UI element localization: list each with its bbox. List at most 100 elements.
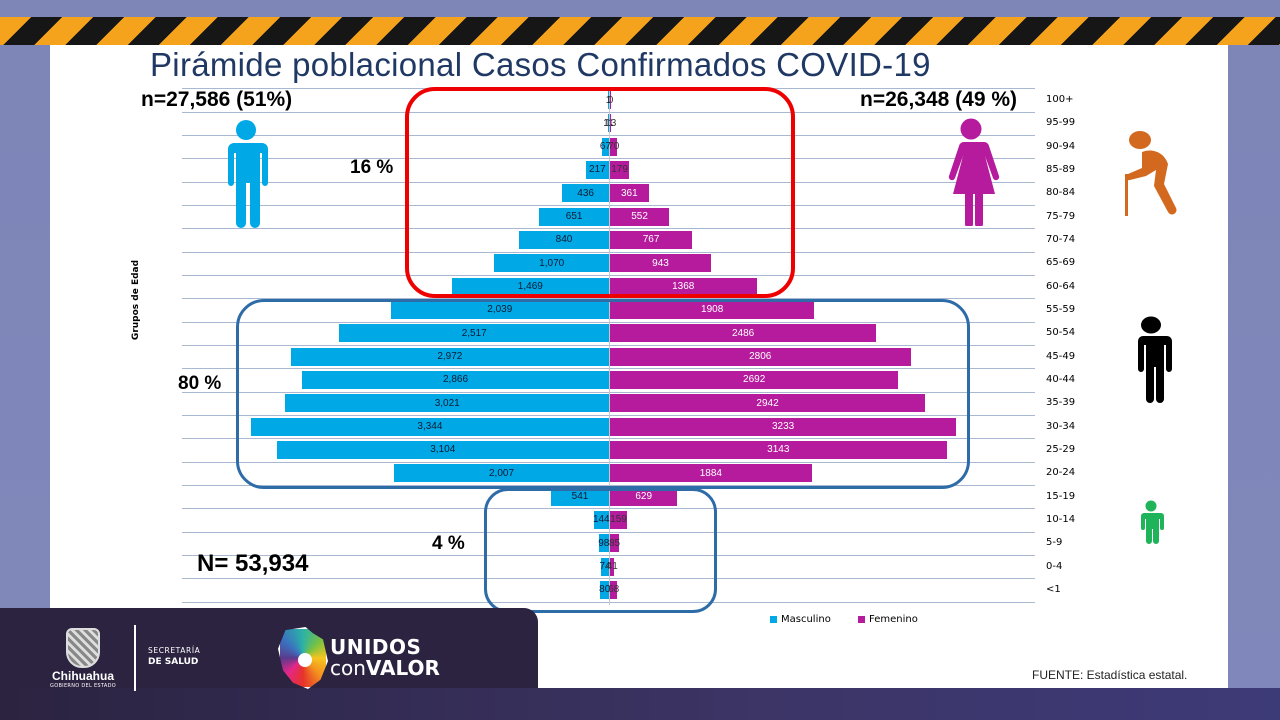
legend-item-female: Femenino xyxy=(858,614,918,625)
bar-female-40-44: 2692 xyxy=(610,370,899,389)
legend-item-male: Masculino xyxy=(770,614,831,625)
campaign-con: con xyxy=(330,656,366,680)
bar-male-65-69: 1,070 xyxy=(494,254,609,273)
bar-male-75-79: 651 xyxy=(539,207,609,226)
bar-male-80-84: 436 xyxy=(562,184,609,203)
gridline xyxy=(182,508,1035,509)
elderly-percent-label: 16 % xyxy=(350,157,394,178)
gridline xyxy=(182,275,1035,276)
age-label: 70-74 xyxy=(1046,233,1076,245)
gridline xyxy=(182,228,1035,229)
bar-male-60-64: 1,469 xyxy=(451,277,609,296)
bar-male-25-29: 3,104 xyxy=(276,440,609,459)
gridline xyxy=(182,415,1035,416)
bar-male-55-59: 2,039 xyxy=(390,300,609,319)
bar-male-<1: 80 xyxy=(599,580,610,599)
center-axis xyxy=(609,90,610,605)
bar-male-0-4: 74 xyxy=(599,557,611,576)
gridline xyxy=(182,182,1035,183)
gridline xyxy=(182,578,1035,579)
gridline xyxy=(182,345,1035,346)
woman-icon xyxy=(948,118,1000,226)
source-note: FUENTE: Estadística estatal. xyxy=(1032,668,1188,682)
legend-swatch-female xyxy=(858,616,865,623)
gridline xyxy=(182,532,1035,533)
bar-male-40-44: 2,866 xyxy=(302,370,609,389)
dept-line-1: SECRETARÍA xyxy=(148,646,201,655)
gridline xyxy=(182,322,1035,323)
male-count-label: n=27,586 (51%) xyxy=(141,88,293,111)
bar-male-20-24: 2,007 xyxy=(394,464,609,483)
gridline xyxy=(182,602,1035,603)
age-label: 65-69 xyxy=(1046,257,1076,269)
bar-male-5-9: 98 xyxy=(598,534,609,553)
bar-female-35-39: 2942 xyxy=(610,394,926,413)
child-icon xyxy=(1141,500,1164,544)
state-subtitle: GOBIERNO DEL ESTADO xyxy=(50,683,116,689)
legend-label-male: Masculino xyxy=(781,614,831,625)
young-percent-label: 4 % xyxy=(432,533,465,554)
gridline xyxy=(182,298,1035,299)
adult-percent-label: 80 % xyxy=(178,373,222,394)
bar-female-20-24: 1884 xyxy=(610,464,812,483)
bar-female-10-14: 159 xyxy=(610,510,628,529)
bar-female-<1: 68 xyxy=(608,580,619,599)
gridline xyxy=(182,252,1035,253)
age-label: 45-49 xyxy=(1046,350,1076,362)
gridline xyxy=(182,368,1035,369)
age-label: 60-64 xyxy=(1046,280,1076,292)
age-label: 100+ xyxy=(1046,94,1074,105)
bar-male-45-49: 2,972 xyxy=(290,347,609,366)
campaign-logo-text: UNIDOS conVALOR xyxy=(330,637,440,678)
bar-female-80-84: 361 xyxy=(610,184,649,203)
man-icon xyxy=(228,120,268,228)
age-label: 35-39 xyxy=(1046,397,1076,409)
chart-title: Pirámide poblacional Casos Confirmados C… xyxy=(150,46,931,83)
age-label: 25-29 xyxy=(1046,443,1076,455)
age-label: 20-24 xyxy=(1046,467,1076,479)
bar-male-90-94: 67 xyxy=(600,137,611,156)
health-secretariat-logo: SECRETARÍA DE SALUD xyxy=(148,646,200,667)
bar-female-95-99: 13 xyxy=(605,114,616,133)
bar-female-45-49: 2806 xyxy=(610,347,911,366)
age-label: 15-19 xyxy=(1046,490,1076,502)
state-shield-icon xyxy=(66,628,100,668)
bar-male-70-74: 840 xyxy=(519,230,609,249)
gridline xyxy=(182,392,1035,393)
age-label: 5-9 xyxy=(1046,537,1063,549)
legend-label-female: Femenino xyxy=(869,614,918,625)
adult-highlight-box xyxy=(236,299,970,489)
dept-line-2: DE SALUD xyxy=(148,657,199,667)
gridline xyxy=(182,485,1035,486)
gridline xyxy=(182,462,1035,463)
bar-male-10-14: 144 xyxy=(593,510,610,529)
hazard-stripe-banner xyxy=(0,17,1280,45)
bar-female-85-89: 179 xyxy=(610,160,630,179)
bar-female-50-54: 2486 xyxy=(610,324,877,343)
age-label: 50-54 xyxy=(1046,327,1076,339)
bar-male-30-34: 3,344 xyxy=(250,417,609,436)
age-label: 55-59 xyxy=(1046,303,1076,315)
gridline xyxy=(182,438,1035,439)
chihuahua-government-logo: Chihuahua GOBIERNO DEL ESTADO xyxy=(48,628,118,689)
bar-female-55-59: 1908 xyxy=(610,300,815,319)
state-name: Chihuahua xyxy=(52,669,114,683)
bar-male-35-39: 3,021 xyxy=(285,394,609,413)
bar-female-25-29: 3143 xyxy=(610,440,947,459)
bar-female-70-74: 767 xyxy=(610,230,693,249)
age-label: 0-4 xyxy=(1046,560,1063,572)
bar-female-100+: 0 xyxy=(608,91,613,109)
campaign-line-1: UNIDOS xyxy=(330,635,422,659)
bar-female-30-34: 3233 xyxy=(610,417,957,436)
elderly-highlight-box xyxy=(405,87,795,298)
bar-female-60-64: 1368 xyxy=(610,277,757,296)
young-highlight-box xyxy=(484,488,717,613)
age-label: 90-94 xyxy=(1046,140,1076,152)
bar-female-5-9: 85 xyxy=(609,534,620,553)
age-label: 95-99 xyxy=(1046,117,1076,129)
gridline xyxy=(182,135,1035,136)
campaign-line-2: conVALOR xyxy=(330,658,440,678)
bar-female-65-69: 943 xyxy=(610,254,711,273)
age-label: 30-34 xyxy=(1046,420,1076,432)
age-label: 40-44 xyxy=(1046,373,1076,385)
